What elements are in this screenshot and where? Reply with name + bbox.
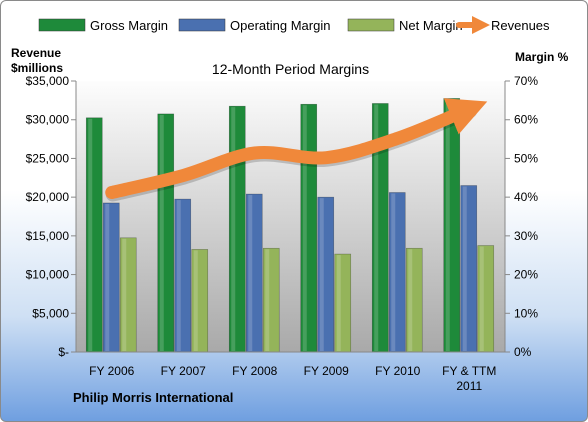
- bar-highlight: [193, 250, 198, 351]
- left-axis-title: Revenue: [11, 46, 61, 60]
- chart-legend: Gross Margin Operating Margin Net Margin Re…: [38, 16, 550, 34]
- legend-label: Gross Margin: [90, 18, 168, 33]
- bar-highlight: [265, 249, 270, 351]
- bar-highlight: [176, 200, 181, 351]
- bar-highlight: [336, 255, 341, 351]
- bar-highlight: [248, 195, 253, 351]
- left-tick-label: $15,000: [26, 229, 70, 243]
- right-tick-label: 30%: [514, 229, 538, 243]
- legend-item: Operating Margin: [178, 18, 330, 33]
- revenues-point: [253, 152, 256, 155]
- revenues-point: [110, 191, 113, 194]
- category-label: FY 2008: [232, 364, 277, 378]
- bar-highlight: [319, 198, 324, 351]
- legend-item: Revenues: [456, 16, 550, 34]
- right-tick-label: 50%: [514, 151, 538, 165]
- category-label: FY 2007: [161, 364, 206, 378]
- left-tick-label: $5,000: [32, 306, 69, 320]
- bar-highlight: [479, 246, 484, 351]
- right-tick-label: 0%: [514, 345, 532, 359]
- company-name: Philip Morris International: [73, 390, 233, 405]
- bar-highlight: [159, 114, 164, 352]
- right-tick-label: 10%: [514, 306, 538, 320]
- left-axis-title-unit: $millions: [11, 61, 63, 75]
- bar-highlight: [462, 186, 467, 351]
- bar-highlight: [88, 118, 93, 352]
- bar-highlight: [231, 107, 236, 352]
- legend-swatch: [38, 18, 86, 32]
- left-tick-label: $25,000: [26, 151, 70, 165]
- right-tick-label: 60%: [514, 113, 538, 127]
- bar-highlight: [391, 193, 396, 351]
- legend-swatch: [347, 18, 395, 32]
- left-tick-label: $10,000: [26, 268, 70, 282]
- right-tick-label: 70%: [514, 74, 538, 88]
- bar-highlight: [445, 99, 450, 352]
- bar-highlight: [122, 238, 127, 351]
- left-tick-label: $30,000: [26, 113, 70, 127]
- right-axis-title: Margin %: [515, 50, 569, 64]
- revenues-point: [325, 156, 328, 159]
- legend-label: Net Margin: [399, 18, 463, 33]
- legend-swatch: [178, 18, 226, 32]
- revenues-line: [105, 98, 488, 199]
- legend-item: Gross Margin: [38, 18, 168, 33]
- legend-label: Operating Margin: [230, 18, 330, 33]
- left-tick-label: $20,000: [26, 190, 70, 204]
- bar-highlight: [408, 249, 413, 351]
- legend-label: Revenues: [491, 18, 550, 33]
- bar-highlight: [374, 104, 379, 351]
- left-tick-label: $35,000: [26, 74, 70, 88]
- category-label: FY 2010: [375, 364, 420, 378]
- bar-highlight: [105, 203, 110, 351]
- legend-item: Net Margin: [347, 18, 463, 33]
- left-tick-label: $-: [58, 345, 69, 359]
- revenues-point: [182, 174, 185, 177]
- chart-title: 12-Month Period Margins: [212, 61, 369, 77]
- right-tick-label: 40%: [514, 190, 538, 204]
- bar-highlight: [302, 105, 307, 351]
- category-label: FY & TTM 2011: [442, 364, 496, 393]
- right-tick-label: 20%: [514, 268, 538, 282]
- revenues-point: [396, 137, 399, 140]
- category-label: FY 2009: [304, 364, 349, 378]
- category-label: FY 2006: [89, 364, 134, 378]
- revenues-point: [468, 107, 471, 110]
